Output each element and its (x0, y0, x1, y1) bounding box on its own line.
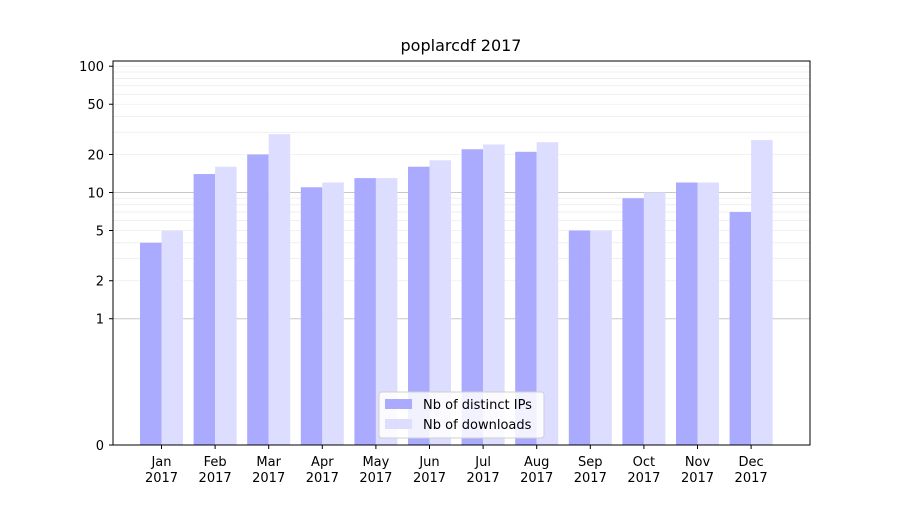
x-tick-label: Oct 2017 (627, 455, 660, 486)
y-tick-label: 0 (96, 439, 104, 454)
x-tick-label: Apr 2017 (306, 455, 339, 486)
bar-distinct-ips (193, 174, 216, 445)
bar-distinct-ips (247, 154, 269, 446)
bar-downloads (536, 142, 559, 446)
bar-downloads (161, 230, 183, 445)
x-tick-label: Mar 2017 (252, 455, 285, 486)
bar-downloads (590, 230, 612, 445)
bar-downloads (429, 160, 451, 445)
y-tick-label: 50 (87, 98, 104, 113)
bar-downloads (751, 140, 773, 445)
bar-downloads (697, 182, 719, 446)
bar-distinct-ips (140, 242, 162, 445)
chart-title: poplarcdf 2017 (401, 36, 522, 55)
y-tick-label: 5 (96, 224, 104, 239)
x-tick-label: Jun 2017 (413, 455, 446, 486)
bars-group (140, 134, 773, 446)
bar-distinct-ips (461, 149, 484, 445)
x-tick-label: Jan 2017 (145, 455, 178, 486)
bar-distinct-ips (354, 178, 376, 445)
bar-downloads (215, 166, 237, 445)
bar-distinct-ips (568, 230, 591, 445)
x-tick-label: Jul 2017 (467, 455, 500, 486)
x-tick-label: Nov 2017 (681, 455, 714, 486)
x-tick-label: Dec 2017 (735, 455, 768, 486)
bar-distinct-ips (676, 182, 698, 446)
bar-distinct-ips (408, 166, 430, 445)
y-axis: 0 1 2 5 10 20 50 100 (79, 60, 113, 454)
x-tick-label: Feb 2017 (199, 455, 232, 486)
x-tick-label: Sep 2017 (574, 455, 607, 486)
y-tick-label: 2 (96, 275, 104, 290)
bar-downloads (268, 134, 291, 445)
bar-distinct-ips (622, 198, 644, 445)
bar-downloads (375, 178, 398, 445)
bar-distinct-ips (300, 187, 323, 445)
x-tick-label: May 2017 (359, 455, 392, 486)
bar-distinct-ips (729, 212, 752, 445)
legend: Nb of distinct IPs Nb of downloads (378, 391, 545, 439)
x-axis: Jan 2017 Feb 2017 Mar 2017 Apr 2017 May 2017 Jun 20… (145, 445, 768, 486)
bar-downloads (483, 144, 505, 446)
bar-downloads (643, 192, 666, 445)
y-tick-label: 10 (87, 186, 104, 201)
bar-distinct-ips (515, 151, 537, 446)
bar-downloads (322, 182, 344, 446)
legend-swatch (385, 419, 412, 429)
legend-label: Nb of distinct IPs (423, 398, 532, 413)
legend-box (378, 391, 545, 439)
y-tick-label: 20 (87, 148, 104, 163)
x-tick-label: Aug 2017 (520, 455, 553, 486)
y-tick-label: 100 (79, 60, 104, 75)
y-tick-label: 1 (96, 313, 104, 328)
legend-label: Nb of downloads (423, 418, 532, 433)
plot-area-frame (112, 60, 811, 446)
legend-swatch (385, 399, 412, 409)
